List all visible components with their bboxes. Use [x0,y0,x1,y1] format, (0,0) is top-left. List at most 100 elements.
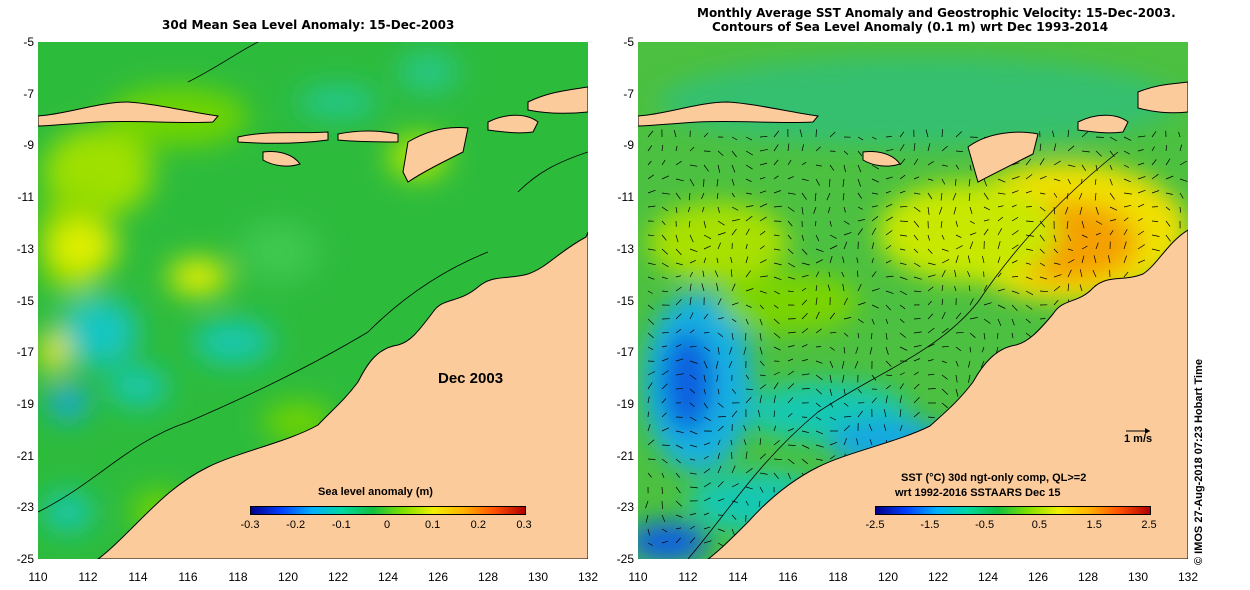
velocity-vector [759,318,763,326]
velocity-vector [759,177,766,180]
velocity-vector [661,175,670,180]
velocity-vector [1179,206,1181,213]
velocity-vector [1109,136,1118,142]
velocity-vector [871,258,874,264]
velocity-vector [899,234,908,237]
velocity-vector [899,304,906,310]
velocity-vector [1039,158,1045,166]
velocity-vector [1123,271,1129,278]
velocity-vector [801,234,805,241]
velocity-vector [773,382,779,390]
velocity-vector [1025,206,1032,208]
velocity-vector [1066,220,1069,229]
velocity-vector [1011,318,1015,326]
velocity-vector [815,416,822,421]
velocity-vector [954,270,957,278]
velocity-vector [871,288,880,292]
velocity-vector [938,206,943,215]
velocity-vector [857,283,862,292]
velocity-vector [757,409,761,418]
velocity-vector [1123,164,1129,168]
velocity-vector [899,220,909,222]
longitude-tick-label: 128 [477,570,499,584]
colorbar-tick-label: -1.5 [920,519,940,531]
velocity-vector [969,241,974,250]
velocity-vector [941,328,949,334]
velocity-vector [842,178,845,187]
longitude-tick-label: 124 [977,570,999,584]
velocity-vector [899,383,904,390]
velocity-vector [1039,192,1046,195]
velocity-vector [689,178,695,187]
velocity-vector [759,216,767,222]
velocity-vector [745,243,748,250]
velocity-vector [759,346,763,355]
velocity-vector [857,410,863,418]
velocity-vector [773,440,780,446]
velocity-vector [731,178,735,186]
velocity-vector [703,360,708,369]
velocity-vector [885,216,893,222]
velocity-vector [1011,162,1020,166]
velocity-vector [1067,178,1071,185]
velocity-vector [955,234,962,238]
velocity-vector [913,143,916,152]
velocity-vector [1067,234,1072,242]
velocity-vector [885,260,892,264]
vector-scale-label: 1 m/s [1124,433,1153,445]
velocity-vector [675,248,682,256]
velocity-vector [675,486,681,494]
velocity-vector [1179,144,1183,152]
velocity-vector [997,205,1004,208]
velocity-vector [1011,276,1019,278]
velocity-vector [661,398,667,404]
velocity-vector [842,192,845,201]
velocity-vector [913,383,920,390]
velocity-vector [661,345,668,348]
sla-colorbar [250,506,526,515]
velocity-vector [857,206,863,210]
velocity-vector [857,192,862,199]
velocity-vector [1178,131,1181,138]
velocity-vector [983,318,991,324]
velocity-vector [717,150,724,156]
velocity-vector [689,312,694,320]
velocity-vector [647,382,653,390]
velocity-vector [1151,159,1157,166]
velocity-vector [983,219,990,222]
velocity-vector [1107,255,1111,264]
velocity-vector [940,192,943,201]
velocity-vector [997,318,1002,327]
velocity-vector [745,374,750,380]
velocity-vector [773,318,780,325]
velocity-vector [955,255,959,264]
velocity-vector [843,297,848,306]
velocity-vector [731,410,738,418]
velocity-vector [871,397,877,404]
longitude-tick-label: 132 [1177,570,1199,584]
velocity-vector [759,290,767,294]
velocity-vector [1053,192,1058,198]
velocity-vector [675,160,682,166]
velocity-vector [857,388,862,394]
velocity-vector [1093,255,1097,264]
velocity-vector [1025,318,1031,324]
velocity-vector [703,374,706,383]
velocity-vector [1123,192,1132,195]
latitude-tick-label: -9 [623,138,634,153]
velocity-vector [871,178,880,183]
sea-level-anomaly-field [38,42,588,559]
velocity-vector [703,526,711,530]
velocity-vector [703,388,706,395]
velocity-vector [815,444,824,448]
longitude-tick-label: 114 [128,570,148,584]
velocity-vector [716,192,719,199]
velocity-vector [925,129,929,138]
velocity-vector [969,298,974,306]
velocity-vector [843,388,846,396]
velocity-vector [885,385,891,390]
velocity-vector [857,332,860,339]
velocity-vector [759,374,766,377]
velocity-vector [1137,230,1145,236]
velocity-vector [731,465,736,474]
